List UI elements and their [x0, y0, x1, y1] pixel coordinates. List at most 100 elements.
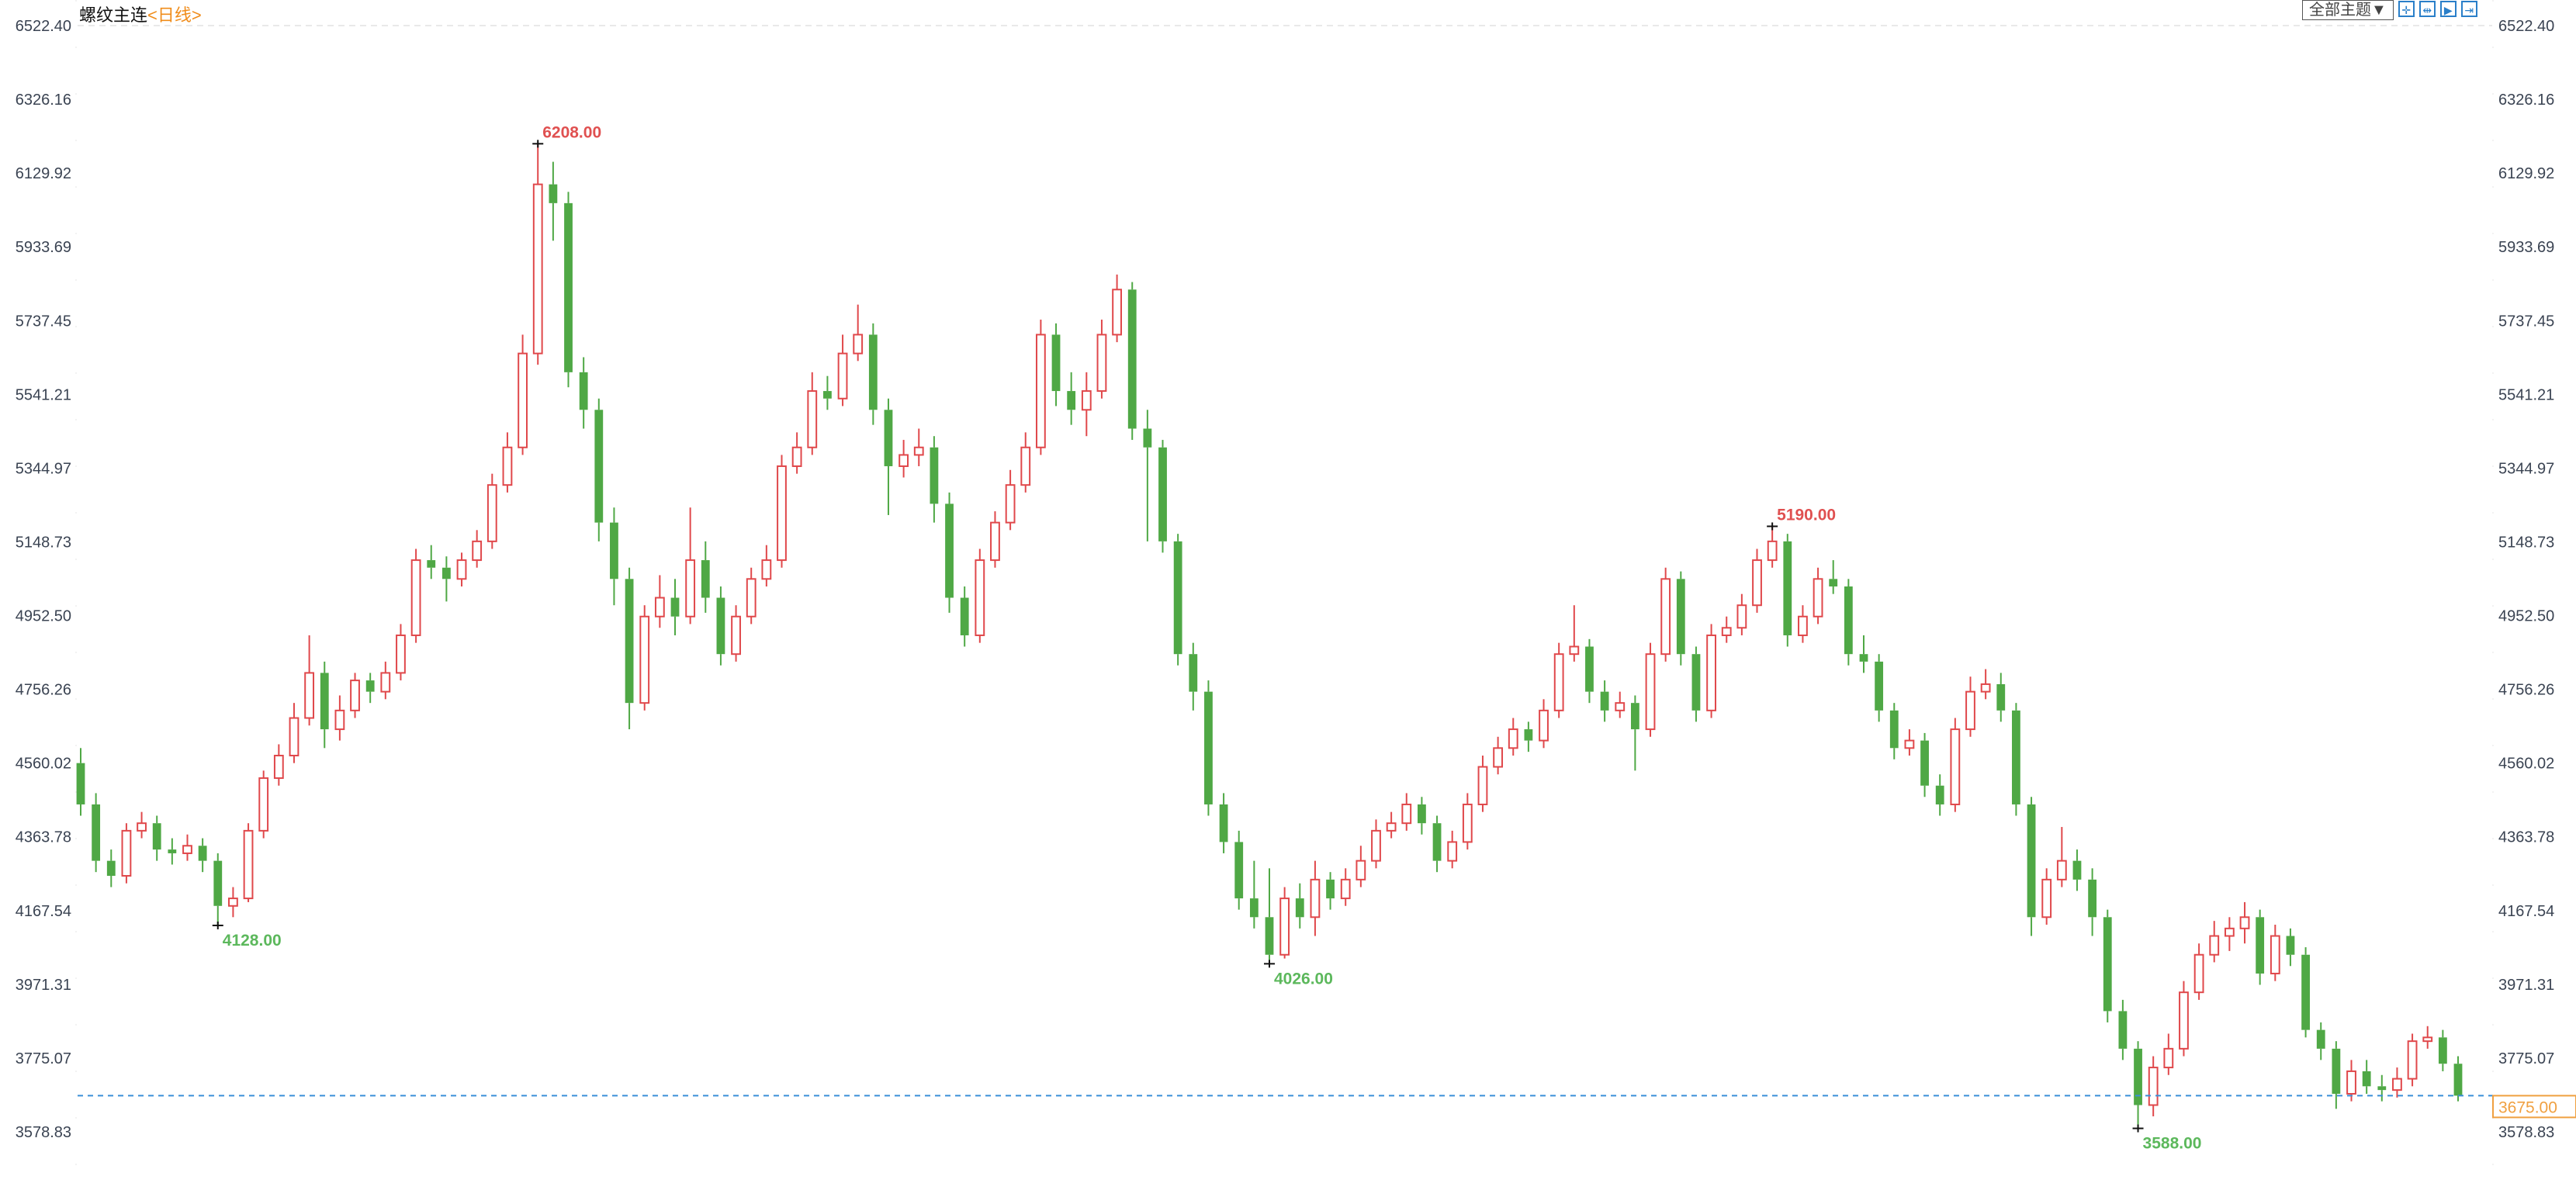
- candle-down: [2453, 1056, 2463, 1102]
- candles: [76, 144, 2463, 1129]
- candle-down: [427, 545, 436, 579]
- candle-body: [1279, 898, 1290, 956]
- candle-up: [761, 545, 772, 586]
- candle-down: [945, 492, 954, 613]
- play-icon[interactable]: ▶: [2439, 1, 2457, 17]
- candle-down: [2072, 849, 2082, 891]
- candle-up: [1965, 676, 1975, 737]
- candle-body: [472, 540, 483, 562]
- goto-end-icon[interactable]: ⇥: [2460, 1, 2477, 17]
- candle-body: [1051, 334, 1061, 392]
- y-tick-label-right: 4952.50: [2498, 608, 2554, 625]
- high-price-label: 5190.00: [1777, 506, 1836, 524]
- candle-body: [2239, 916, 2250, 929]
- candle-down: [106, 849, 116, 887]
- candle-body: [1600, 691, 1609, 711]
- candle-down: [1127, 282, 1137, 441]
- candle-down: [823, 375, 832, 410]
- right-y-axis: 6522.40 6326.16 6129.92 5933.69 5737.45 5541.…: [2498, 18, 2554, 1141]
- candle-body: [1204, 691, 1213, 804]
- candle-body: [1508, 728, 1518, 749]
- candle-up: [1706, 624, 1716, 718]
- period-selector[interactable]: <日线>: [147, 5, 202, 25]
- candle-body: [2453, 1064, 2463, 1096]
- candle-up: [410, 548, 421, 643]
- candle-up: [289, 703, 299, 763]
- candle-body: [579, 372, 588, 410]
- candle-body: [2209, 935, 2220, 956]
- y-tick-label-left: 5344.97: [16, 460, 71, 477]
- theme-dropdown[interactable]: 全部主题▼: [2302, 0, 2394, 20]
- candle-down: [1889, 703, 1899, 759]
- y-tick-label-right: 3775.07: [2498, 1050, 2554, 1067]
- candle-body: [1859, 654, 1868, 662]
- candle-up: [2346, 1060, 2356, 1102]
- candle-down: [1143, 410, 1152, 541]
- candle-up: [1813, 567, 1823, 624]
- candle-down: [2088, 868, 2097, 936]
- candle-down: [2377, 1074, 2387, 1102]
- candle-up: [1980, 669, 1991, 700]
- candle-up: [396, 624, 406, 681]
- candle-up: [1112, 274, 1122, 343]
- candle-down: [594, 398, 604, 541]
- candle-body: [1265, 917, 1274, 955]
- y-tick-label-right: 4363.78: [2498, 829, 2554, 846]
- zoom-fit-icon[interactable]: ⇹: [2418, 1, 2436, 17]
- y-tick-label-right: 6129.92: [2498, 165, 2554, 182]
- candle-down: [579, 357, 588, 429]
- candle-body: [1706, 634, 1716, 711]
- candle-body: [486, 484, 497, 542]
- candle-up: [1767, 526, 1778, 568]
- candle-body: [1904, 739, 1915, 749]
- candle-up: [1660, 567, 1671, 662]
- candle-up: [2193, 943, 2204, 1000]
- candle-body: [1158, 447, 1167, 541]
- candle-body: [2377, 1086, 2387, 1091]
- candle-up: [1798, 605, 1808, 643]
- candle-down: [1204, 680, 1213, 816]
- candle-body: [320, 673, 329, 730]
- candle-body: [1813, 578, 1823, 617]
- candle-body: [76, 763, 85, 804]
- left-y-axis: 6522.40 6326.16 6129.92 5933.69 5737.45 5541.…: [16, 18, 71, 1141]
- candle-down: [2362, 1060, 2371, 1094]
- candle-down: [2256, 909, 2265, 985]
- candle-up: [2163, 1033, 2174, 1075]
- candle-up: [2209, 921, 2220, 963]
- candle-up: [121, 823, 132, 884]
- candle-down: [1920, 732, 1929, 797]
- candle-down: [868, 323, 878, 425]
- crosshair-icon[interactable]: ✛: [2398, 1, 2415, 17]
- candle-down: [1173, 534, 1182, 666]
- candle-body: [2270, 935, 2280, 974]
- candle-body: [1935, 785, 1944, 804]
- candle-up: [258, 770, 269, 839]
- candle-down: [2316, 1022, 2325, 1060]
- candle-body: [1798, 615, 1808, 636]
- candle-body: [1736, 604, 1747, 629]
- candle-body: [2438, 1037, 2447, 1064]
- candle-down: [610, 507, 618, 606]
- candle-body: [213, 860, 223, 906]
- candle-down: [2012, 703, 2020, 816]
- candle-body: [791, 446, 802, 467]
- candle-up: [1462, 793, 1473, 850]
- candle-down: [213, 853, 223, 925]
- candle-body: [2118, 1011, 2128, 1049]
- candle-down: [716, 586, 725, 666]
- candle-down: [1875, 654, 1884, 722]
- candle-body: [1553, 653, 1564, 711]
- candle-body: [960, 597, 969, 635]
- y-tick-label-left: 4560.02: [16, 756, 71, 773]
- candle-body: [777, 465, 787, 562]
- candle-body: [456, 559, 467, 580]
- symbol-name: 螺纹主连: [79, 5, 148, 25]
- candle-down: [2286, 928, 2295, 967]
- candle-down: [1051, 323, 1061, 406]
- candle-up: [273, 744, 284, 786]
- candle-body: [1462, 803, 1473, 843]
- candle-body: [2256, 917, 2265, 974]
- candle-up: [1950, 718, 1961, 812]
